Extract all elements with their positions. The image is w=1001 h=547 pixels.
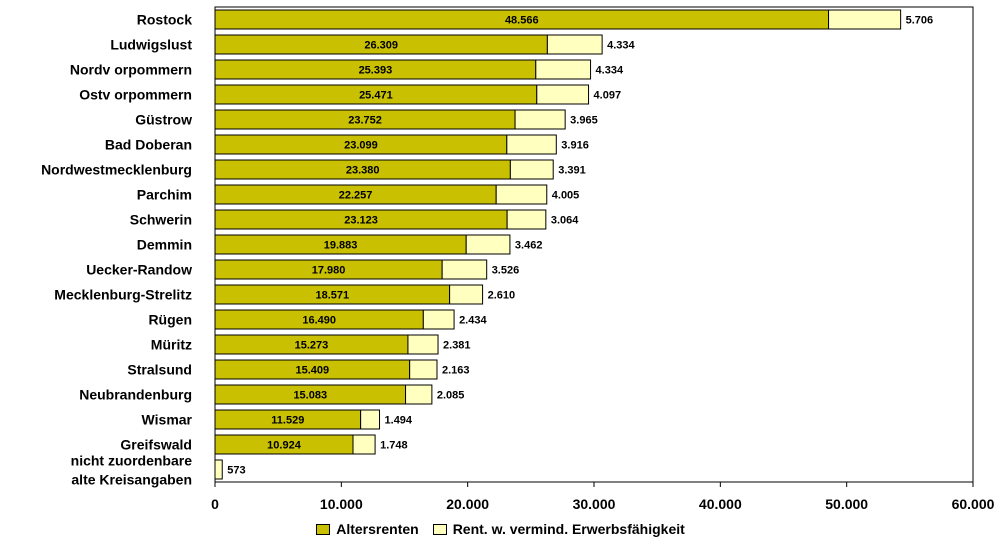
data-label-erwerbsfaehigkeit: 1.494 — [385, 415, 413, 427]
bar-erwerbsfaehigkeit — [360, 409, 381, 430]
x-tick-label: 40.000 — [699, 496, 742, 512]
data-label-altersrenten: 15.273 — [295, 340, 329, 352]
data-label-erwerbsfaehigkeit: 2.381 — [443, 340, 471, 352]
x-tick-label: 10.000 — [320, 496, 363, 512]
category-label: Schwerin — [130, 212, 192, 228]
category-label: Greifswald — [120, 437, 192, 453]
data-label-altersrenten: 25.471 — [359, 90, 393, 102]
bar-erwerbsfaehigkeit — [506, 134, 557, 155]
data-label-altersrenten: 18.571 — [315, 290, 349, 302]
category-label: Neubrandenburg — [79, 387, 192, 403]
data-label-altersrenten: 48.566 — [505, 15, 539, 27]
category-label: Stralsund — [127, 362, 192, 378]
x-tick-label: 0 — [211, 496, 219, 512]
category-label: Rostock — [137, 12, 192, 28]
legend-label-altersrenten: Altersrenten — [336, 521, 419, 537]
bar-erwerbsfaehigkeit — [546, 34, 603, 55]
bar-erwerbsfaehigkeit — [214, 459, 223, 480]
category-label: Ludwigslust — [110, 37, 192, 53]
legend-item-altersrenten: Altersrenten — [316, 521, 419, 537]
data-label-altersrenten: 23.752 — [348, 115, 382, 127]
bar-erwerbsfaehigkeit — [828, 9, 902, 30]
data-label-erwerbsfaehigkeit: 4.005 — [552, 190, 580, 202]
category-label: Güstrow — [135, 112, 192, 128]
bar-erwerbsfaehigkeit — [352, 434, 376, 455]
x-tick-label: 30.000 — [573, 496, 616, 512]
data-label-altersrenten: 22.257 — [339, 190, 373, 202]
bar-erwerbsfaehigkeit — [535, 59, 592, 80]
data-label-erwerbsfaehigkeit: 3.064 — [551, 215, 579, 227]
legend-item-erwerbsfaehigkeit: Rent. w. vermind. Erwerbsfähigkeit — [432, 521, 685, 537]
data-label-erwerbsfaehigkeit: 5.706 — [906, 15, 934, 27]
data-label-altersrenten: 10.924 — [267, 440, 302, 452]
data-label-erwerbsfaehigkeit: 3.916 — [561, 140, 589, 152]
category-label: Wismar — [142, 412, 193, 428]
data-label-altersrenten: 11.529 — [271, 415, 304, 427]
category-label: Nordwestmecklenburg — [41, 162, 192, 178]
data-label-altersrenten: 19.883 — [324, 240, 358, 252]
data-label-erwerbsfaehigkeit: 2.085 — [437, 390, 465, 402]
category-label: Rügen — [148, 312, 192, 328]
bar-erwerbsfaehigkeit — [422, 309, 455, 330]
category-label: Uecker-Randow — [86, 262, 192, 278]
bar-erwerbsfaehigkeit — [514, 109, 566, 130]
data-label-altersrenten: 26.309 — [364, 40, 398, 52]
category-label: Demmin — [137, 237, 192, 253]
data-label-erwerbsfaehigkeit: 4.334 — [596, 65, 624, 77]
bar-erwerbsfaehigkeit — [509, 159, 554, 180]
x-tick-label: 20.000 — [446, 496, 489, 512]
data-label-altersrenten: 23.099 — [344, 140, 378, 152]
data-label-altersrenten: 23.380 — [346, 165, 380, 177]
data-label-erwerbsfaehigkeit: 2.434 — [459, 315, 487, 327]
category-label: Mecklenburg-Strelitz — [54, 287, 192, 303]
data-label-erwerbsfaehigkeit: 2.610 — [488, 290, 516, 302]
data-label-erwerbsfaehigkeit: 4.334 — [607, 40, 635, 52]
category-label: nicht zuordenbare alte Kreisangaben — [71, 453, 193, 488]
data-label-altersrenten: 23.123 — [344, 215, 378, 227]
data-label-erwerbsfaehigkeit: 3.526 — [492, 265, 520, 277]
data-label-erwerbsfaehigkeit: 3.462 — [515, 240, 543, 252]
data-label-erwerbsfaehigkeit: 4.097 — [594, 90, 622, 102]
bar-erwerbsfaehigkeit — [495, 184, 548, 205]
data-label-altersrenten: 15.409 — [296, 365, 330, 377]
category-label: Bad Doberan — [105, 137, 192, 153]
data-label-erwerbsfaehigkeit: 573 — [227, 465, 245, 477]
bar-erwerbsfaehigkeit — [409, 359, 438, 380]
x-tick-label: 50.000 — [825, 496, 868, 512]
data-label-altersrenten: 25.393 — [359, 65, 393, 77]
category-label: Nordv orpommern — [70, 62, 192, 78]
data-label-erwerbsfaehigkeit: 2.163 — [442, 365, 470, 377]
category-label: Parchim — [137, 187, 192, 203]
legend: Altersrenten Rent. w. vermind. Erwerbsfä… — [0, 521, 1001, 537]
x-tick-label: 60.000 — [952, 496, 995, 512]
category-label: Ostv orpommern — [79, 87, 192, 103]
bar-erwerbsfaehigkeit — [465, 234, 511, 255]
legend-label-erwerbsfaehigkeit: Rent. w. vermind. Erwerbsfähigkeit — [452, 521, 685, 537]
data-label-altersrenten: 16.490 — [302, 315, 336, 327]
bar-erwerbsfaehigkeit — [506, 209, 547, 230]
data-label-altersrenten: 15.083 — [293, 390, 327, 402]
legend-swatch-erwerbsfaehigkeit — [432, 523, 447, 535]
category-label: Müritz — [151, 337, 192, 353]
bar-erwerbsfaehigkeit — [407, 334, 439, 355]
data-label-erwerbsfaehigkeit: 1.748 — [380, 440, 408, 452]
data-label-altersrenten: 17.980 — [312, 265, 346, 277]
bar-erwerbsfaehigkeit — [449, 284, 484, 305]
data-label-erwerbsfaehigkeit: 3.965 — [570, 115, 598, 127]
legend-swatch-altersrenten — [316, 523, 331, 535]
bar-erwerbsfaehigkeit — [536, 84, 590, 105]
data-label-erwerbsfaehigkeit: 3.391 — [558, 165, 586, 177]
bar-erwerbsfaehigkeit — [441, 259, 488, 280]
bar-erwerbsfaehigkeit — [405, 384, 433, 405]
